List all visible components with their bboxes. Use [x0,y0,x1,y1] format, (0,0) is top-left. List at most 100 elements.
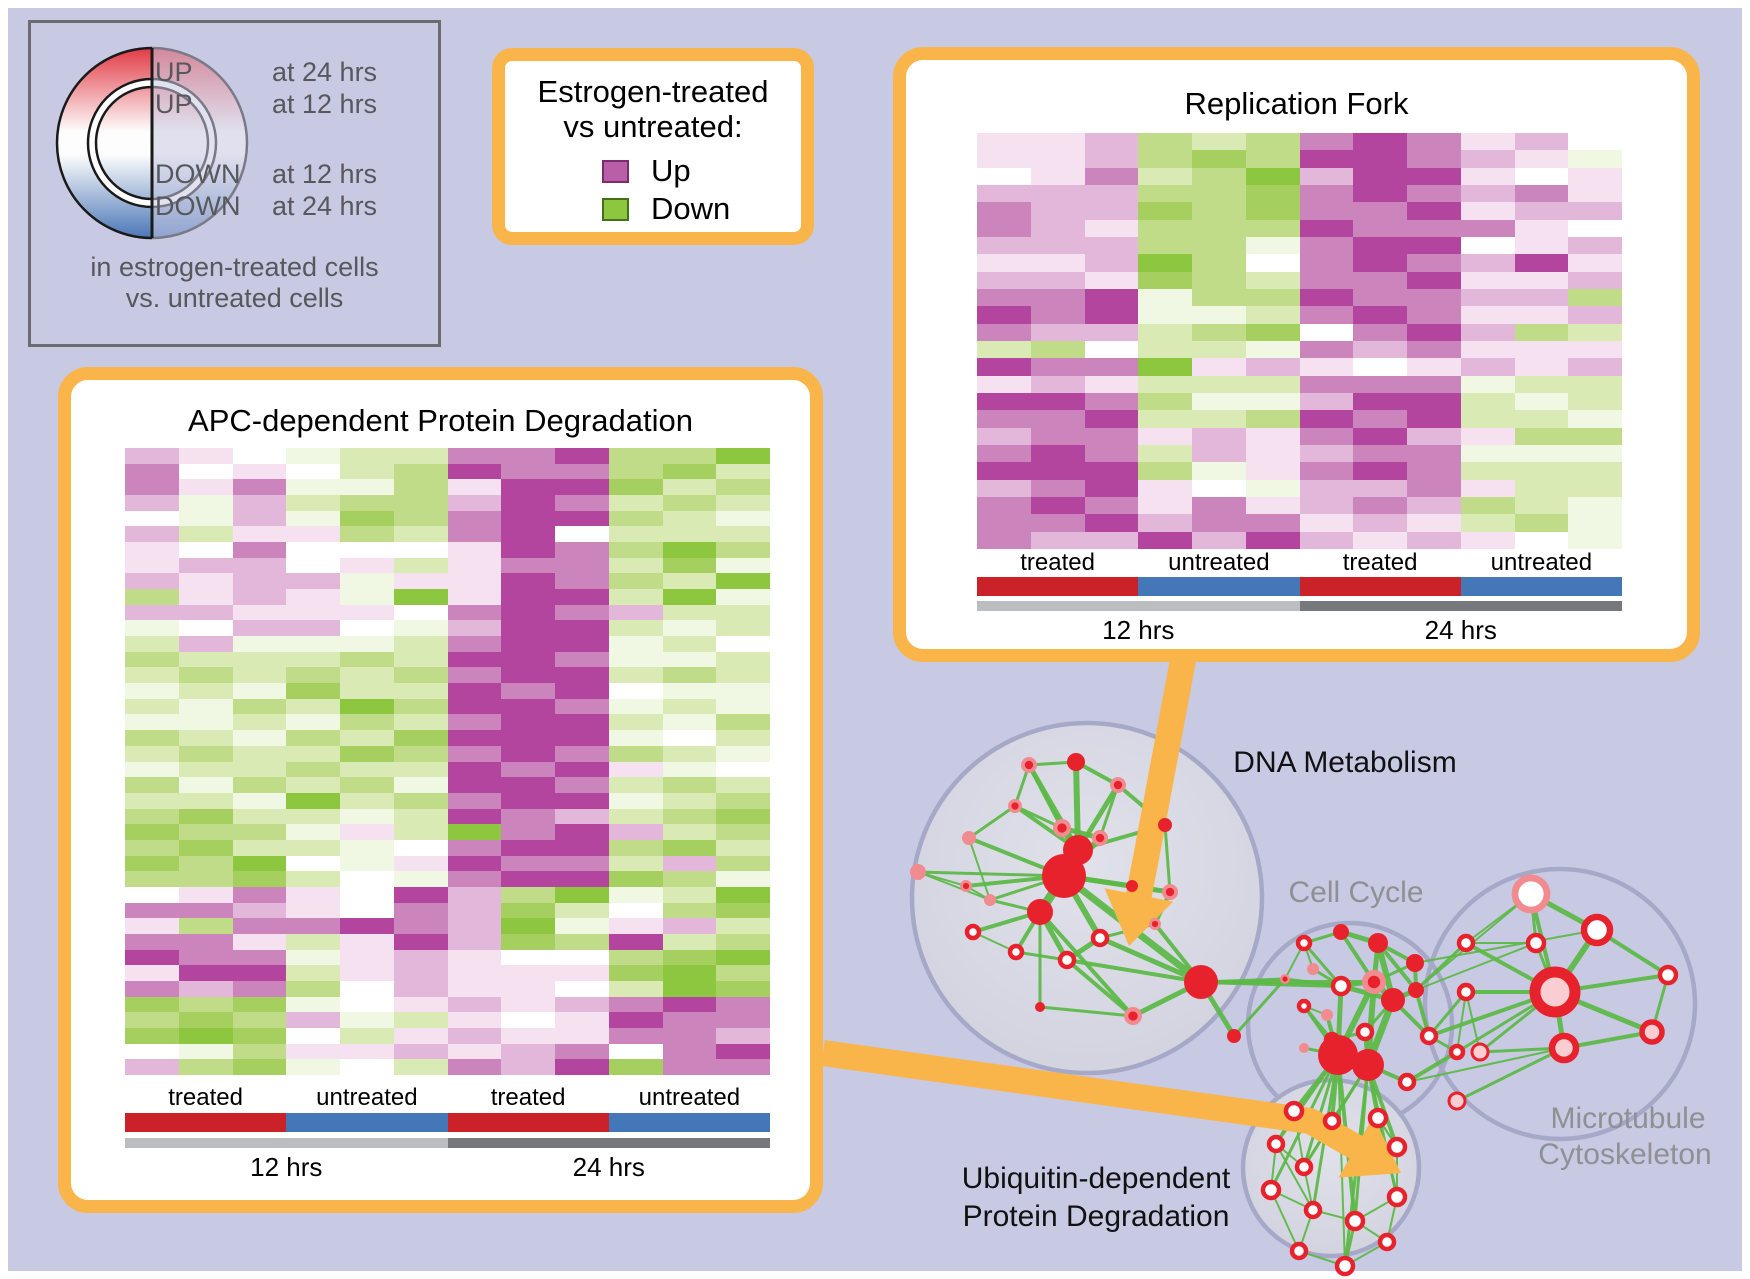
heatmap-cell [1353,167,1407,185]
heatmap-cell [286,448,340,464]
heatmap-cell [1353,185,1407,203]
heatmap-cell [555,824,609,840]
heatmap-cell [608,526,663,543]
heatmap-cell [286,1043,340,1060]
heatmap-cell [393,526,448,543]
network-node [962,831,976,845]
treatment-group-label: treated [490,1084,566,1111]
heatmap-cell [1030,219,1085,237]
heatmap-cell [555,886,609,903]
heatmap-cell [178,918,233,934]
heatmap-cell [501,886,555,903]
heatmap-cell [1407,479,1461,497]
heatmap-cell [1460,254,1515,272]
network-node [1419,1026,1439,1046]
treatment-group-label: untreated [1490,549,1593,576]
heatmap-cell [232,792,287,809]
network-node-core [1282,976,1288,982]
heatmap-cell [977,254,1031,272]
heatmap-cell [1514,497,1569,515]
heatmap-cell [1568,237,1622,255]
heatmap-cell [286,980,340,997]
cluster-label: Cell Cycle [1288,876,1423,909]
heatmap-cell [1460,150,1515,168]
network-node [1184,965,1218,999]
heatmap-cell [232,996,287,1013]
network-node [1580,913,1614,947]
heatmap-cell [716,683,770,699]
heatmap-cell [1084,306,1139,324]
network-node-core [1128,1011,1138,1021]
heatmap-cell [125,996,179,1013]
heatmap-cell [977,427,1031,445]
heatmap-cell [1353,514,1407,532]
heatmap-cell [447,698,502,715]
heatmap-cell [555,777,609,793]
heatmap-cell [447,855,502,872]
network-node [1035,1002,1045,1012]
heatmap-cell [232,448,287,464]
heatmap-cell [716,651,770,668]
heatmap-cell [1245,514,1300,532]
network-edge [1376,941,1418,992]
heatmap-cell [447,557,502,574]
heatmap-cell [340,698,394,715]
heatmap-cell [555,542,609,558]
rf-time-labels: 12 hrs 24 hrs [977,615,1622,646]
heatmap-cell [1030,393,1085,411]
heatmap-cell [178,510,233,527]
heatmap-cell [716,965,770,981]
heatmap-cell [1460,202,1515,220]
network-node [1386,1186,1408,1208]
heatmap-cell [286,792,340,809]
heatmap-cell [125,792,179,809]
heatmap-cell [716,698,770,715]
network-edge [1427,990,1468,1038]
heatmap-cell [447,871,502,887]
heatmap-cell [232,855,287,872]
heatmap-cell [1245,167,1300,185]
heatmap-cell [1245,531,1300,549]
heatmap-cell [125,526,179,543]
time-color-segment [125,1138,448,1148]
heatmap-cell [447,886,502,903]
heatmap-cell [716,510,770,527]
heatmap-cell [555,980,609,997]
heatmap-cell [340,918,394,934]
network-node [1007,943,1025,961]
heatmap-cell [1407,531,1461,549]
heatmap-cell [555,714,609,731]
network-node [1307,963,1319,975]
heatmap-cell [232,777,287,793]
treatment-group-label: treated [1342,549,1418,576]
heatmap-cell [1299,531,1354,549]
heatmap-cell [178,495,233,511]
heatmap-cell [1245,323,1300,341]
heatmap-cell [447,636,502,652]
heatmap-cell [1138,185,1192,203]
heatmap-cell [1245,445,1300,463]
heatmap-cell [716,636,770,652]
heatmap-cell [125,839,179,856]
heatmap-cell [1460,462,1515,480]
heatmap-cell [1568,427,1622,445]
heatmap-cell [1407,219,1461,237]
heatmap-cell [178,636,233,652]
heatmap-cell [286,777,340,793]
network-node [1027,899,1053,925]
time-color-segment [977,601,1300,611]
heatmap-cell [178,839,233,856]
heatmap-cell [125,495,179,511]
heatmap-cell [286,933,340,950]
heatmap-cell [977,445,1031,463]
heatmap-cell [340,761,394,778]
heatmap-cell [340,855,394,872]
heatmap-cell [286,510,340,527]
heatmap-cell [1245,375,1300,393]
heatmap-cell [555,949,609,966]
heatmap-cell [555,1043,609,1060]
heatmap-cell [125,886,179,903]
heatmap-cell [1138,202,1192,220]
heatmap-cell [608,918,663,934]
heatmap-cell [501,965,555,981]
